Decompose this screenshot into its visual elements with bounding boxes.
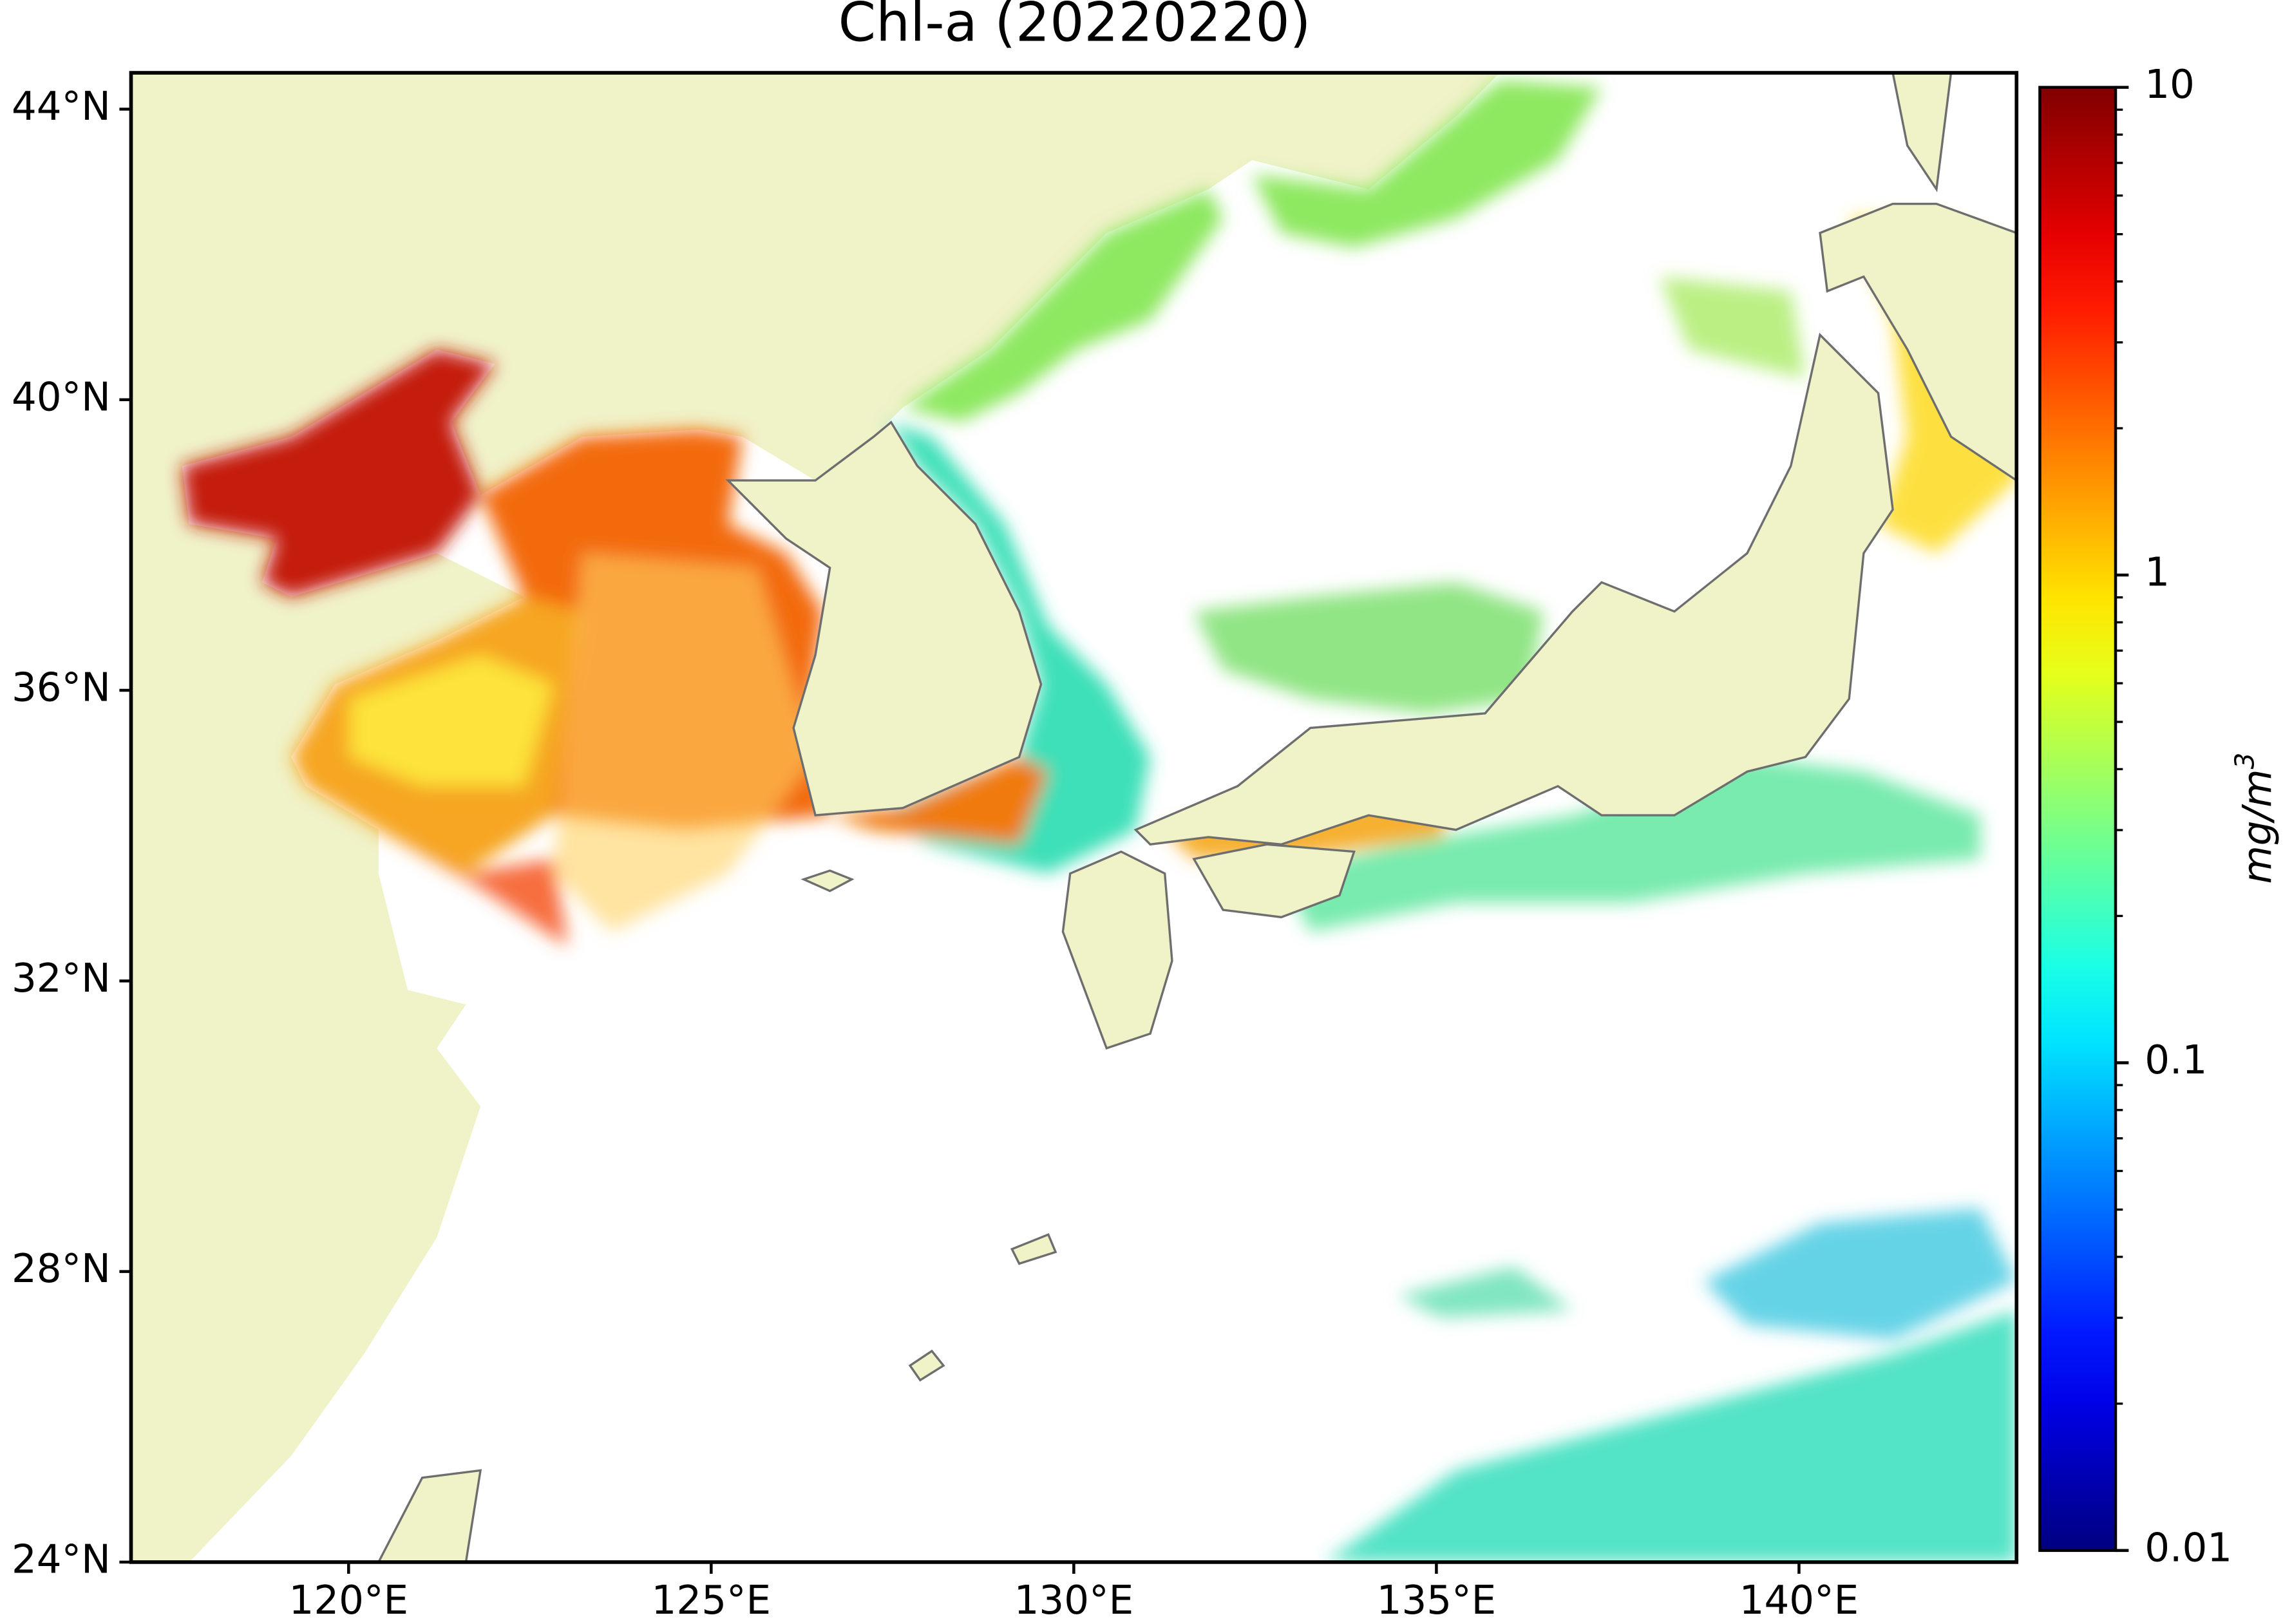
ryukyu	[1010, 1233, 1057, 1265]
colorbar-tick-label: 10	[2145, 62, 2195, 108]
korea	[725, 420, 1043, 817]
y-tick-label: 28°N	[12, 1246, 111, 1292]
okinawa	[908, 1349, 945, 1382]
jeju	[800, 869, 855, 892]
kyushu	[1061, 850, 1173, 1050]
x-tick-label: 120°E	[289, 1578, 409, 1623]
colorbar-label-text: mg/m	[2234, 769, 2280, 883]
colorbar-tick-label: 1	[2145, 550, 2170, 596]
y-tick-label: 40°N	[12, 374, 111, 420]
x-tick-label: 130°E	[1014, 1578, 1134, 1623]
y-tick-label: 36°N	[12, 665, 111, 711]
colorbar-label-superscript: 3	[2229, 753, 2260, 770]
y-tick-label: 32°N	[12, 956, 111, 1001]
shikoku	[1192, 843, 1356, 919]
x-tick-label: 135°E	[1377, 1578, 1497, 1623]
sakhalin	[1891, 73, 1953, 193]
y-tick-label: 44°N	[12, 84, 111, 129]
x-tick-label: 125°E	[652, 1578, 772, 1623]
colorbar-tick-label: 0.1	[2145, 1037, 2207, 1083]
chlorophyll-field	[182, 80, 2017, 1562]
x-tick-label: 140°E	[1739, 1578, 1859, 1623]
y-tick-label: 24°N	[12, 1536, 111, 1582]
taiwan	[377, 1469, 482, 1562]
colorbar-tick-label: 0.01	[2145, 1525, 2232, 1571]
hokkaido	[1819, 202, 2017, 482]
map	[131, 73, 2017, 1562]
title: Chl-a (20220220)	[838, 0, 1311, 54]
colorbar	[2038, 86, 2117, 1553]
honshu	[1133, 332, 1894, 846]
colorbar-label: mg/m3	[2229, 753, 2280, 884]
